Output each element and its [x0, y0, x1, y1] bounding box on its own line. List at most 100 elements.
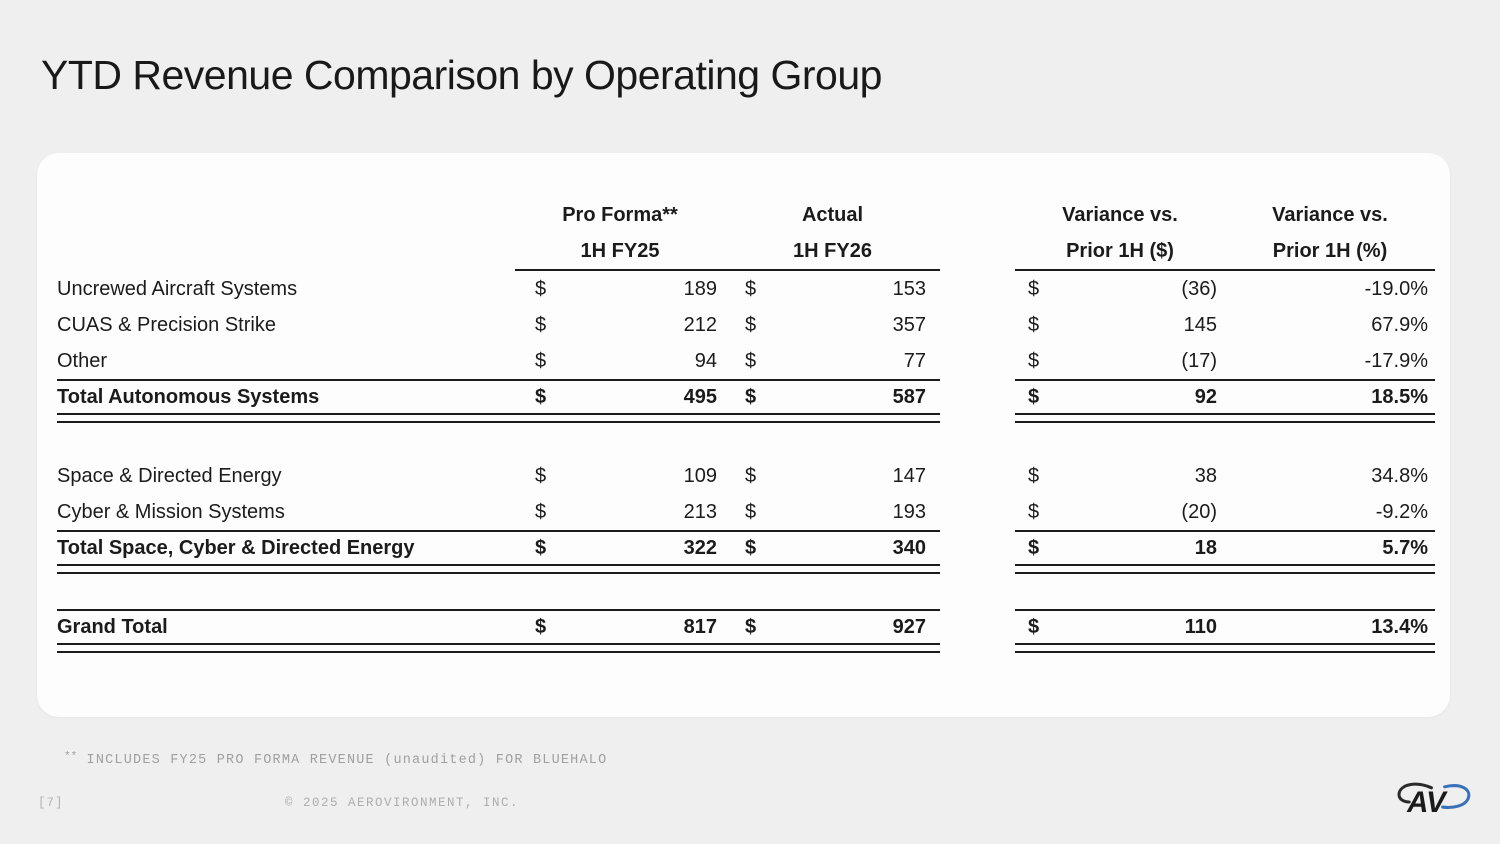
variance-dollar-value: 18: [1194, 536, 1217, 559]
row-label: Total Autonomous Systems: [57, 385, 320, 408]
footnote-text: INCLUDES FY25 PRO FORMA REVENUE (unaudit…: [86, 753, 608, 768]
double-rule: [57, 413, 1435, 423]
dollar-sign: $: [535, 464, 547, 487]
double-rule: [57, 643, 1435, 653]
footnote: ** INCLUDES FY25 PRO FORMA REVENUE (unau…: [64, 751, 607, 768]
dollar-sign: $: [1028, 349, 1040, 372]
column-header-variance-dollar-line1: Variance vs.: [1062, 204, 1178, 226]
dollar-sign: $: [1028, 536, 1040, 559]
pro-forma-value: 212: [683, 313, 717, 336]
variance-dollar-value: (20): [1181, 500, 1217, 523]
table-row: Uncrewed Aircraft Systems $189 $153 $ (36…: [57, 271, 1435, 307]
slide-title: YTD Revenue Comparison by Operating Grou…: [41, 52, 882, 98]
total-row-autonomous-systems: Total Autonomous Systems $495 $587 $92 1…: [57, 379, 1435, 413]
column-header-variance-pct: Variance vs. Prior 1H (%): [1225, 197, 1435, 269]
row-label: Space & Directed Energy: [57, 464, 282, 487]
variance-pct-value: 34.8%: [1371, 464, 1428, 487]
actual-value: 147: [892, 464, 926, 487]
variance-pct-value: -19.0%: [1364, 277, 1428, 300]
pro-forma-value: 189: [683, 277, 717, 300]
column-header-actual: Actual 1H FY26: [725, 197, 940, 269]
dollar-sign: $: [535, 536, 547, 559]
variance-dollar-value: 145: [1183, 313, 1217, 336]
pro-forma-value: 322: [683, 536, 717, 559]
copyright-text: © 2025 AEROVIRONMENT, INC.: [285, 796, 520, 810]
variance-pct-value: 18.5%: [1371, 385, 1428, 408]
variance-dollar-value: 110: [1184, 615, 1217, 638]
header-rule-left: [515, 269, 940, 271]
variance-dollar-value: 38: [1194, 464, 1217, 487]
variance-pct-value: 67.9%: [1371, 313, 1428, 336]
column-header-variance-dollar: Variance vs. Prior 1H ($): [1015, 197, 1225, 269]
page-number: [7]: [38, 796, 64, 810]
dollar-sign: $: [745, 464, 757, 487]
column-header-pro-forma-line2: 1H FY25: [580, 240, 660, 262]
row-label: Total Space, Cyber & Directed Energy: [57, 536, 415, 559]
dollar-sign: $: [745, 536, 757, 559]
column-header-variance-dollar-line2: Prior 1H ($): [1066, 240, 1174, 262]
revenue-table-card: Pro Forma** 1H FY25 Actual 1H FY26 Varia…: [37, 153, 1450, 717]
actual-value: 340: [892, 536, 926, 559]
row-label: Grand Total: [57, 615, 168, 638]
dollar-sign: $: [745, 349, 757, 372]
av-logo-icon: AV: [1397, 782, 1471, 819]
dollar-sign: $: [1028, 464, 1040, 487]
column-header-actual-line1: Actual: [801, 204, 864, 226]
dollar-sign: $: [745, 313, 757, 336]
dollar-sign: $: [535, 349, 547, 372]
actual-value: 357: [892, 313, 926, 336]
header-underline: [57, 269, 1435, 271]
dollar-sign: $: [745, 500, 757, 523]
actual-value: 193: [892, 500, 926, 523]
row-label: Other: [57, 349, 108, 372]
table-header-row: Pro Forma** 1H FY25 Actual 1H FY26 Varia…: [57, 197, 1435, 269]
variance-pct-value: -9.2%: [1375, 500, 1428, 523]
actual-value: 587: [892, 385, 926, 408]
actual-value: 153: [892, 277, 926, 300]
dollar-sign: $: [535, 313, 547, 336]
aerovironment-logo: AV: [1396, 776, 1472, 828]
table-row: Other $94 $77 $ (17) -17.9%: [57, 343, 1435, 379]
dollar-sign: $: [1028, 277, 1040, 300]
column-header-pro-forma-line1: Pro Forma**: [562, 204, 678, 226]
table-row: CUAS & Precision Strike $212 $357 $145 6…: [57, 307, 1435, 343]
grand-total-row: Grand Total $817 $927 $110 13.4%: [57, 609, 1435, 643]
column-header-variance-pct-line1: Variance vs.: [1272, 204, 1388, 226]
table-row: Space & Directed Energy $109 $147 $38 34…: [57, 458, 1435, 494]
footnote-marker: **: [64, 751, 78, 763]
column-header-actual-line2: 1H FY26: [793, 240, 872, 262]
dollar-sign: $: [1028, 313, 1040, 336]
header-spacer: [57, 197, 515, 269]
dollar-sign: $: [535, 385, 547, 408]
actual-value: 927: [892, 615, 926, 638]
dollar-sign: $: [535, 500, 547, 523]
dollar-sign: $: [1028, 615, 1040, 638]
dollar-sign: $: [745, 277, 757, 300]
table-row: Cyber & Mission Systems $213 $193 $ (20) …: [57, 494, 1435, 530]
pro-forma-value: 817: [683, 615, 717, 638]
row-label: Uncrewed Aircraft Systems: [57, 277, 298, 300]
double-rule: [57, 564, 1435, 574]
total-row-space-cyber-directed-energy: Total Space, Cyber & Directed Energy $32…: [57, 530, 1435, 564]
variance-dollar-value: (17): [1181, 349, 1217, 372]
variance-pct-value: 5.7%: [1382, 536, 1428, 559]
column-header-pro-forma: Pro Forma** 1H FY25: [515, 197, 725, 269]
row-label: CUAS & Precision Strike: [57, 313, 276, 336]
variance-pct-value: 13.4%: [1371, 615, 1428, 638]
column-header-variance-pct-line2: Prior 1H (%): [1272, 240, 1388, 262]
dollar-sign: $: [1028, 385, 1040, 408]
actual-value: 77: [903, 349, 926, 372]
row-label: Cyber & Mission Systems: [57, 500, 285, 523]
dollar-sign: $: [1028, 500, 1040, 523]
dollar-sign: $: [745, 615, 757, 638]
pro-forma-value: 94: [694, 349, 717, 372]
header-rule-right: [1015, 269, 1435, 271]
pro-forma-value: 495: [683, 385, 717, 408]
dollar-sign: $: [535, 615, 547, 638]
variance-dollar-value: 92: [1194, 385, 1217, 408]
dollar-sign: $: [745, 385, 757, 408]
variance-pct-value: -17.9%: [1364, 349, 1428, 372]
pro-forma-value: 109: [683, 464, 717, 487]
variance-dollar-value: (36): [1181, 277, 1217, 300]
dollar-sign: $: [535, 277, 547, 300]
